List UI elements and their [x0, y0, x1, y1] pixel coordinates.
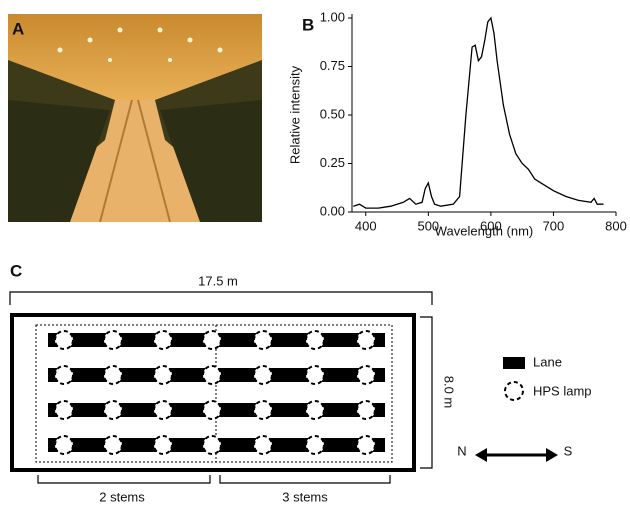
hps-lamp: [153, 400, 173, 420]
hps-lamp: [305, 330, 325, 350]
section-label: 3 stems: [282, 489, 328, 504]
y-tick-label: 0.00: [320, 203, 345, 218]
hps-lamp: [305, 400, 325, 420]
compass-south: S: [564, 443, 573, 458]
hps-lamp: [153, 330, 173, 350]
y-axis-label: Relative intensity: [287, 65, 302, 164]
hps-lamp: [356, 400, 376, 420]
crop-area: [35, 324, 393, 463]
hps-lamp: [54, 435, 74, 455]
section-bracket: [37, 475, 211, 484]
hps-lamp: [356, 365, 376, 385]
section-bracket: [219, 475, 391, 484]
spectrum-chart: 0.00 0.25 0.50 0.75 1.00 400 500 600 700 800 Wavel…: [287, 9, 626, 238]
hps-lamp: [54, 330, 74, 350]
hps-lamp: [103, 330, 123, 350]
hps-lamp: [54, 400, 74, 420]
hps-lamp: [253, 330, 273, 350]
hps-lamp: [305, 365, 325, 385]
hps-lamp: [202, 400, 222, 420]
x-tick-label: 600: [480, 218, 502, 233]
y-tick-label: 0.75: [320, 58, 345, 73]
compass-north: N: [457, 443, 466, 458]
arrow-head: [475, 448, 487, 462]
y-tick-label: 0.25: [320, 155, 345, 170]
dimension-bracket: [9, 291, 433, 305]
hps-lamp: [153, 365, 173, 385]
greenhouse-outline: [10, 313, 416, 472]
width-label: 17.5 m: [198, 273, 238, 288]
panel-label: A: [12, 19, 24, 38]
x-axis-label: Wavelength (nm): [435, 223, 534, 238]
hps-lamp: [202, 330, 222, 350]
y-tick-label: 0.50: [320, 106, 345, 121]
dimension-bracket: [420, 316, 433, 469]
hps-lamp: [202, 365, 222, 385]
panel-label: C: [10, 261, 22, 280]
height-label: 8.0 m: [442, 376, 457, 409]
legend-label: Lane: [533, 354, 562, 369]
arrow-head: [546, 448, 558, 462]
hps-lamp: [153, 435, 173, 455]
panel-label: B: [302, 15, 314, 34]
diagram: 17.5 m 8.0 m Lane HPS lamp N S 2 stems 3…: [9, 273, 592, 504]
hps-lamp: [202, 435, 222, 455]
hps-lamp: [103, 435, 123, 455]
hps-lamp: [356, 435, 376, 455]
hps-lamp: [253, 365, 273, 385]
y-tick-label: 1.00: [320, 9, 345, 24]
photo: [8, 14, 262, 223]
hps-lamp: [253, 400, 273, 420]
legend-label: HPS lamp: [533, 383, 592, 398]
hps-lamp: [103, 400, 123, 420]
hps-lamp: [103, 365, 123, 385]
section-label: 2 stems: [99, 489, 145, 504]
x-tick-label: 700: [543, 218, 565, 233]
x-tick-label: 500: [417, 218, 439, 233]
hps-lamp: [253, 435, 273, 455]
hps-lamp: [305, 435, 325, 455]
hps-lamp: [54, 365, 74, 385]
spectrum-line: [353, 16, 604, 209]
x-tick-label: 400: [355, 218, 377, 233]
x-tick-label: 800: [605, 218, 627, 233]
legend-lamp: [504, 381, 524, 401]
legend-lane: [503, 357, 525, 369]
hps-lamp: [356, 330, 376, 350]
